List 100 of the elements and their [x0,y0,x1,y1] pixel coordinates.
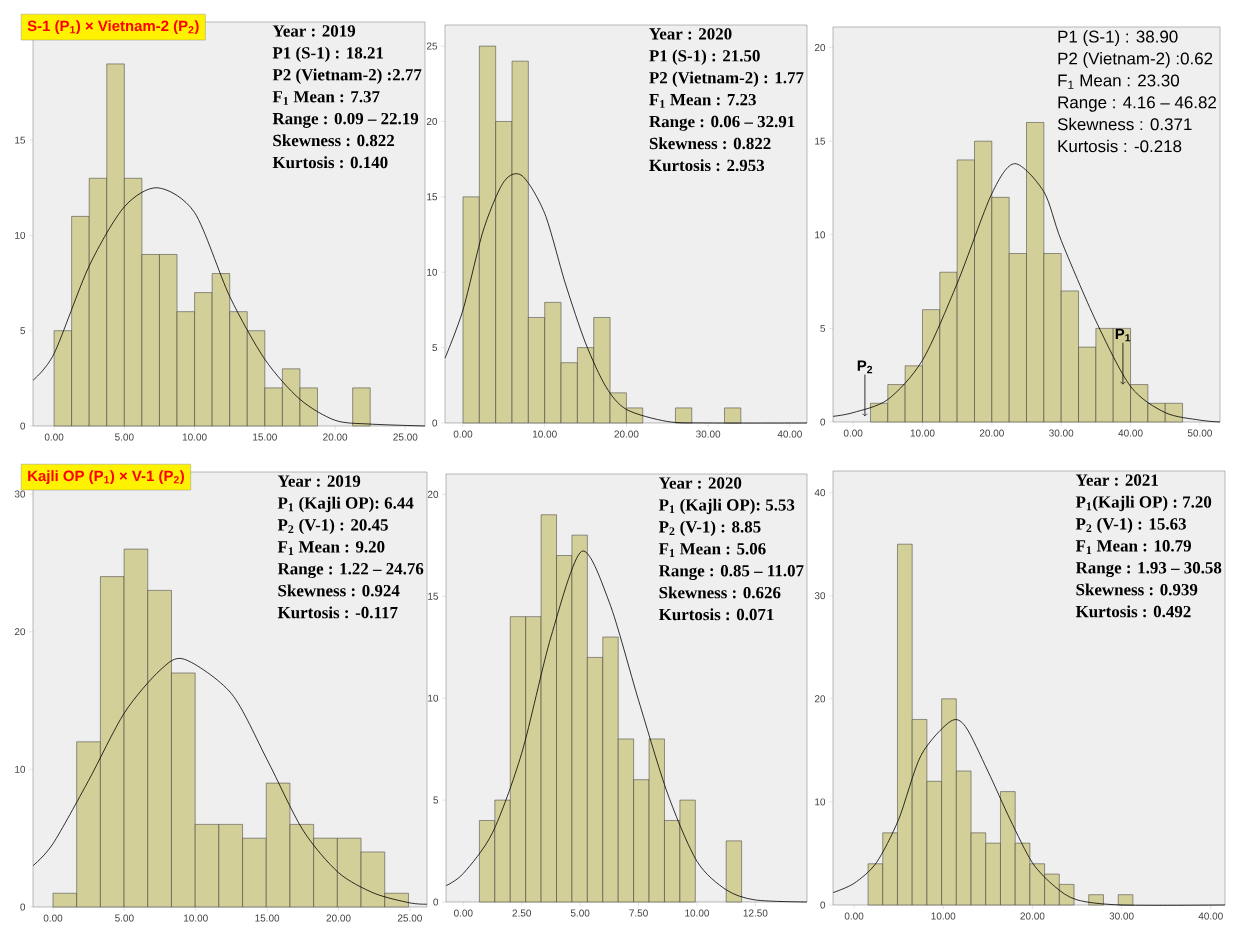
x-tick-label: 40.00 [1118,429,1143,437]
x-tick-label: 25.00 [397,914,422,922]
x-tick-label: 10.00 [182,433,207,441]
annotation: P1 (S-1) : 38.90 [1058,30,1178,46]
y-tick-label: 15 [815,137,826,145]
x-tick-label: 10.00 [685,909,710,917]
y-tick-label: 15 [428,592,439,600]
x-tick-label: 20.00 [614,430,639,438]
line-series [832,163,1221,423]
annotation: Kurtosis : -0.117 [277,606,398,619]
y-tick-label: 5 [433,796,439,804]
annotation: Year : 2020 [649,28,732,40]
y-tick-label: 20 [427,490,439,498]
x-tick-label: 0.00 [453,430,473,438]
annotation: P$_{2}$ [857,360,873,374]
annotation: Kurtosis : 0.492 [1075,605,1191,618]
chart-title: S-1 (P$_{1}$) × Vietnam-2 (P$_{2}$) [27,20,199,35]
annotation: P1 (S-1) : 18.21 [272,46,384,62]
x-tick-label: 40.00 [1198,912,1223,920]
annotation: Skewness : 0.924 [278,584,400,597]
x-tick-label: 0.00 [43,914,63,922]
annotation: Range : 1.22 – 24.76 [277,563,424,579]
x-tick-label: 15.00 [253,433,277,441]
annotation: Range : 0.09 – 22.19 [272,112,419,128]
annotation: P$_{2}$ (V-1) : 8.85 [658,520,761,537]
y-tick-label: 20 [814,44,826,52]
y-tick-label: 0 [820,418,826,426]
annotation: Kurtosis : -0.218 [1058,139,1182,153]
y-tick-label: 30 [14,490,26,498]
annotation: Skewness : 0.371 [1057,117,1192,131]
annotation: F$_{1}$ Mean : 5.06 [658,543,766,557]
annotation: Year : 2019 [277,475,361,487]
x-tick-label: 25.00 [393,433,418,441]
annotation: F$_{1}$ Mean : 7.37 [272,91,380,105]
annotation: Year : 2021 [1075,474,1158,486]
y-tick-label: 10 [15,765,26,773]
y-tick-label: 5 [20,327,26,335]
annotation: P$_{1}$(Kajli OP) : 7.20 [1075,495,1212,512]
x-tick-label: 5.00 [115,914,134,922]
y-tick-label: 40 [814,489,826,497]
annotation: P2 (Vietnam-2) :0.62 [1058,52,1213,68]
y-tick-label: 30 [814,592,826,600]
x-tick-label: 5.00 [570,909,590,917]
x-tick-label: 50.00 [1187,429,1212,437]
x-tick-label: 5.00 [115,433,134,441]
annotation: P$_{2}$ (V-1) : 20.45 [277,518,388,535]
y-tick-label: 5 [432,344,438,352]
y-tick-label: 15 [15,136,26,144]
x-tick-label: 10.00 [533,430,557,438]
y-tick-label: 10 [815,798,826,806]
annotation: Range : 0.06 – 32.91 [649,115,795,131]
y-tick-label: 10 [428,694,439,702]
y-tick-label: 25 [426,42,438,50]
annotation: Kurtosis : 0.140 [272,156,388,169]
annotation: Skewness : 0.822 [273,134,395,147]
x-tick-label: 10.00 [184,914,208,922]
x-tick-label: 20.00 [326,914,351,922]
x-tick-label: 20.00 [323,433,348,441]
y-tick-label: 10 [427,268,438,276]
x-tick-label: 0.00 [844,912,864,920]
annotation: P$_{1}$ (Kajli OP): 5.53 [658,498,795,515]
annotation: Skewness : 0.626 [659,586,781,599]
annotation: F$_{1}$ Mean : 23.30 [1058,74,1180,89]
y-tick-label: 5 [820,324,826,332]
x-tick-label: 10.00 [931,912,956,920]
line-series [32,658,428,905]
y-tick-label: 20 [426,117,438,125]
x-tick-label: 0.00 [453,909,473,917]
annotation: Range : 0.85 – 11.07 [658,565,804,580]
x-tick-label: 15.00 [255,914,280,922]
y-tick-label: 0 [20,422,26,430]
x-tick-label: 12.50 [743,909,768,917]
annotation: Year : 2019 [272,25,356,37]
x-tick-label: 2.50 [512,909,532,917]
annotation: Range : 1.93 – 30.58 [1075,562,1222,578]
y-tick-label: 10 [15,231,26,239]
annotation: Year : 2020 [658,477,742,489]
annotation: F$_{1}$ Mean : 10.79 [1075,540,1191,554]
annotation: P2 (Vietnam-2) :2.77 [272,68,422,84]
x-tick-label: 7.50 [629,909,648,917]
x-tick-label: 20.00 [979,429,1004,437]
y-tick-label: 0 [433,898,439,906]
annotation: Skewness : 0.822 [649,137,771,150]
annotation: Kurtosis : 0.071 [658,608,774,621]
x-tick-label: 30.00 [696,430,721,438]
x-tick-label: 30.00 [1109,912,1134,920]
y-tick-label: 20 [14,628,26,636]
x-tick-label: 0.00 [843,429,863,437]
annotation: P1 (S-1) : 21.50 [649,49,760,65]
annotation: P2 (Vietnam-2) : 1.77 [649,71,804,87]
annotation: P$_{2}$ (V-1) : 15.63 [1075,517,1186,534]
annotation: F$_{1}$ Mean : 7.23 [649,93,756,108]
x-tick-label: 0.00 [44,433,64,441]
y-tick-label: 15 [427,193,438,201]
x-tick-label: 40.00 [777,430,802,438]
x-tick-label: 10.00 [910,429,935,437]
annotation: Range : 4.16 – 46.82 [1058,96,1216,112]
y-tick-label: 0 [432,419,438,427]
x-tick-label: 20.00 [1020,912,1045,920]
chart-title: Kajli OP (P$_{1}$) × V-1 (P$_{2}$) [28,470,184,485]
